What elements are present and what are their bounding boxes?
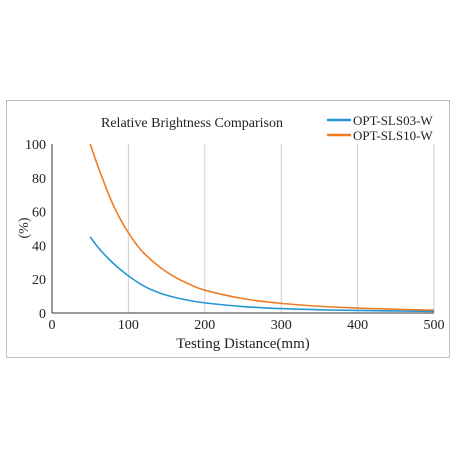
y-tick-label: 100 xyxy=(25,138,46,153)
y-tick-label: 20 xyxy=(32,273,46,288)
x-tick-label: 0 xyxy=(49,318,56,333)
series-line-2 xyxy=(89,143,435,311)
x-tick-label: 400 xyxy=(347,318,368,333)
axes xyxy=(51,144,434,314)
x-axis-label: Testing Distance(mm) xyxy=(176,336,310,352)
legend-label-1: OPT-SLS03-W xyxy=(353,113,433,128)
x-tick-label: 500 xyxy=(424,318,445,333)
x-tick-label: 300 xyxy=(271,318,292,333)
tick-labels: 0 100 200 300 400 500 0 20 40 60 80 100 xyxy=(25,138,445,333)
x-tick-label: 100 xyxy=(118,318,139,333)
series-lines xyxy=(89,143,435,313)
grid-lines xyxy=(127,144,435,313)
y-tick-label: 80 xyxy=(32,172,46,187)
y-axis-label: (%) xyxy=(17,217,32,238)
x-tick-label: 200 xyxy=(194,318,215,333)
legend-label-2: OPT-SLS10-W xyxy=(353,128,433,143)
y-tick-label: 0 xyxy=(39,307,46,322)
chart-title: Relative Brightness Comparison xyxy=(101,116,283,131)
y-tick-label: 60 xyxy=(32,206,46,221)
series-line-1 xyxy=(89,236,435,313)
y-tick-label: 40 xyxy=(32,239,46,254)
chart-frame xyxy=(6,100,450,358)
